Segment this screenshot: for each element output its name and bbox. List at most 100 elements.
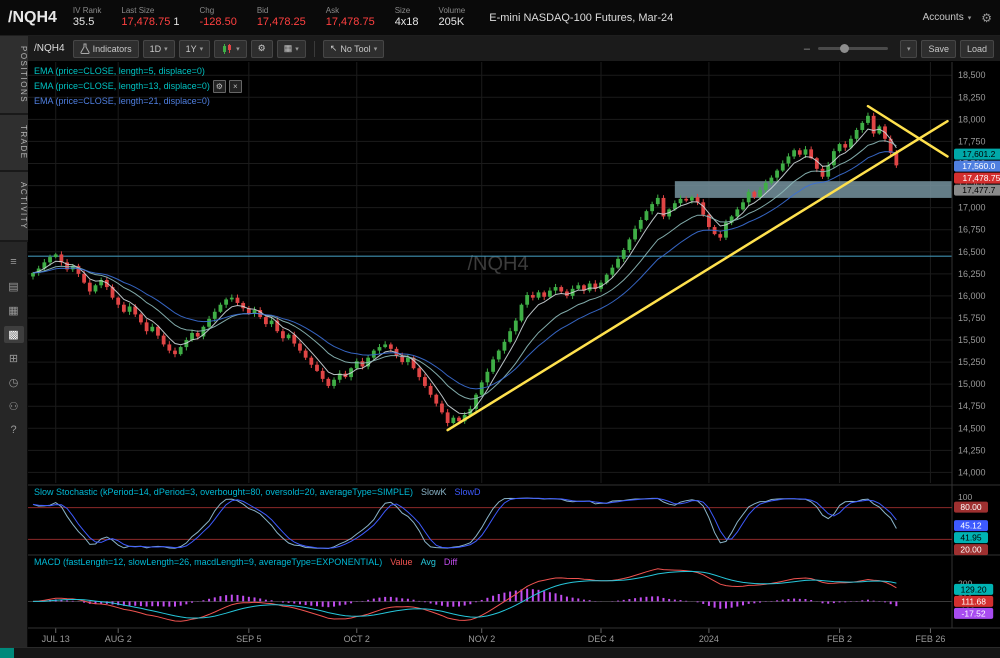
accounts-dropdown[interactable]: Accounts ▾ [922, 12, 972, 23]
quote-field-last-size: Last Size 17,478.75 1 [121, 6, 179, 29]
bar-spacing-slider[interactable] [817, 44, 888, 53]
contract-description: E-mini NASDAQ-100 Futures, Mar-24 [489, 11, 674, 24]
zoom-out-button[interactable]: – [803, 42, 810, 55]
stoch-study-label[interactable]: Slow Stochastic (kPeriod=14, dPeriod=3, … [34, 487, 481, 497]
legend-ema5[interactable]: EMA (price=CLOSE, length=5, displace=0) [34, 64, 242, 79]
field-label: Bid [256, 6, 269, 15]
svg-text:15,750: 15,750 [958, 313, 986, 323]
svg-text:16,500: 16,500 [958, 247, 986, 257]
svg-text:NOV 2: NOV 2 [468, 634, 495, 644]
svg-text:JUL 13: JUL 13 [42, 634, 70, 644]
svg-text:17,560.0: 17,560.0 [962, 161, 995, 171]
field-label: Size [394, 6, 411, 15]
chart-panel: JUL 13 AUG 2 SEP 5 OCT 2 NOV 2 DEC 4 2024 FEB 2… [28, 62, 1000, 648]
macd-study-label[interactable]: MACD (fastLength=12, slowLength=26, macd… [34, 557, 457, 567]
chevron-down-icon: ▾ [373, 45, 378, 53]
chevron-down-icon: ▾ [164, 45, 168, 53]
svg-text:FEB 2: FEB 2 [827, 634, 852, 644]
save-button[interactable]: Save [921, 39, 956, 58]
svg-text:15,000: 15,000 [958, 379, 986, 389]
macd-plot-value: Value [390, 557, 413, 567]
svg-text:129.20: 129.20 [961, 584, 987, 594]
flexible-grid-icon[interactable]: ▩ [3, 325, 24, 343]
clock-icon[interactable]: ◷ [8, 376, 19, 389]
legend-ema13[interactable]: EMA (price=CLOSE, length=13, displace=0)… [34, 79, 242, 94]
slider-handle[interactable] [839, 44, 849, 53]
legend-text: EMA (price=CLOSE, length=21, displace=0) [34, 96, 210, 106]
remove-study-icon[interactable]: × [228, 80, 242, 93]
field-value: 17,478.75 [325, 16, 375, 28]
apps-icon[interactable]: ⊞ [8, 352, 19, 365]
chart-menu-dropdown[interactable]: ▾ [899, 39, 918, 58]
svg-text:111.68: 111.68 [961, 596, 986, 606]
field-value: 205K [438, 16, 465, 28]
svg-text:14,750: 14,750 [958, 401, 986, 411]
svg-text:14,000: 14,000 [958, 467, 986, 477]
stoch-plot-slowd: SlowD [454, 487, 481, 497]
drawing-tool-dropdown[interactable]: ↖ No Tool ▾ [322, 39, 385, 58]
field-label: Volume [438, 6, 466, 15]
chevron-down-icon: ▾ [906, 45, 911, 53]
svg-text:200: 200 [958, 579, 972, 589]
edit-study-gear-icon[interactable]: ⚙ [212, 80, 226, 93]
macd-plot-avg: Avg [420, 557, 436, 567]
svg-text:DEC 4: DEC 4 [588, 634, 615, 644]
svg-text:17,477.7: 17,477.7 [962, 185, 995, 195]
svg-text:14,500: 14,500 [958, 423, 986, 433]
flask-icon [79, 43, 90, 54]
aggregation-dropdown[interactable]: 1D ▾ [142, 39, 175, 58]
cursor-icon: ↖ [329, 43, 338, 53]
chart-canvas[interactable]: JUL 13 AUG 2 SEP 5 OCT 2 NOV 2 DEC 4 2024 FEB 2… [28, 62, 1000, 648]
chart-type-dropdown[interactable]: ▾ [214, 39, 247, 58]
svg-text:18,000: 18,000 [958, 114, 986, 124]
svg-text:AUG 2: AUG 2 [105, 634, 132, 644]
legend-text: EMA (price=CLOSE, length=5, displace=0) [34, 66, 205, 76]
svg-text:15,250: 15,250 [958, 357, 986, 367]
field-value: 35.5 [72, 16, 95, 28]
svg-text:SEP 5: SEP 5 [236, 634, 261, 644]
svg-text:17,478.75: 17,478.75 [962, 173, 1000, 183]
svg-text:20.00: 20.00 [960, 545, 982, 555]
grid-style-icon: ▦ [283, 43, 293, 53]
svg-text:16,000: 16,000 [958, 291, 986, 301]
quote-field-size: Size 4x18 [395, 6, 419, 29]
rail-tab-trade[interactable]: TRADE [0, 115, 28, 172]
field-label: Ask [325, 6, 340, 15]
left-rail: POSITIONS TRADE ACTIVITY ≡ ▤ ▦ ▩ ⊞ ◷ ⚇ ? [0, 36, 28, 648]
range-dropdown[interactable]: 1Y ▾ [178, 39, 211, 58]
chart-symbol-label: /NQH4 [34, 43, 65, 54]
quote-field-ask: Ask 17,478.75 [326, 6, 375, 29]
svg-text:17,000: 17,000 [958, 203, 986, 213]
grid-icon[interactable]: ▦ [8, 304, 19, 317]
load-button[interactable]: Load [959, 39, 994, 58]
chevron-down-icon: ▾ [199, 45, 204, 53]
field-label: IV Rank [72, 6, 102, 15]
svg-text:16,750: 16,750 [958, 225, 986, 235]
svg-text:OCT 2: OCT 2 [344, 634, 370, 644]
field-label: Chg [199, 6, 215, 15]
svg-text:80.00: 80.00 [960, 502, 982, 512]
legend-ema21[interactable]: EMA (price=CLOSE, length=21, displace=0) [34, 94, 242, 109]
chart-settings-gear-button[interactable]: ⚙ [250, 39, 273, 58]
quote-field-chg: Chg -128.50 [200, 6, 237, 29]
svg-text:18,500: 18,500 [958, 70, 986, 80]
rail-tab-activity[interactable]: ACTIVITY [0, 171, 28, 242]
app-settings-gear-icon[interactable]: ⚙ [981, 10, 992, 25]
chart-style-dropdown[interactable]: ▦ ▾ [276, 39, 306, 58]
watchlist-icon[interactable]: ▤ [8, 280, 19, 293]
indicators-button[interactable]: Indicators [72, 39, 139, 58]
help-icon[interactable]: ? [10, 424, 17, 437]
svg-text:18,250: 18,250 [958, 92, 986, 102]
stoch-title: Slow Stochastic (kPeriod=14, dPeriod=3, … [34, 487, 413, 497]
quote-header: /NQH4 IV Rank 35.5 Last Size 17,478.75 1… [0, 0, 1000, 36]
quote-field-volume: Volume 205K [439, 6, 466, 29]
chart-toolbar: /NQH4 Indicators 1D ▾ 1Y ▾ ▾ ⚙ ▦ ▾ ↖ No Tool… [28, 36, 1000, 62]
field-label: Last Size [121, 6, 155, 15]
community-icon[interactable]: ⚇ [8, 400, 19, 413]
menu-icon[interactable]: ≡ [10, 256, 17, 269]
macd-plot-diff: Diff [443, 557, 458, 567]
svg-text:100: 100 [958, 492, 972, 502]
rail-icon-column: ≡ ▤ ▦ ▩ ⊞ ◷ ⚇ ? [0, 254, 27, 439]
rail-tab-positions[interactable]: POSITIONS [0, 36, 28, 116]
